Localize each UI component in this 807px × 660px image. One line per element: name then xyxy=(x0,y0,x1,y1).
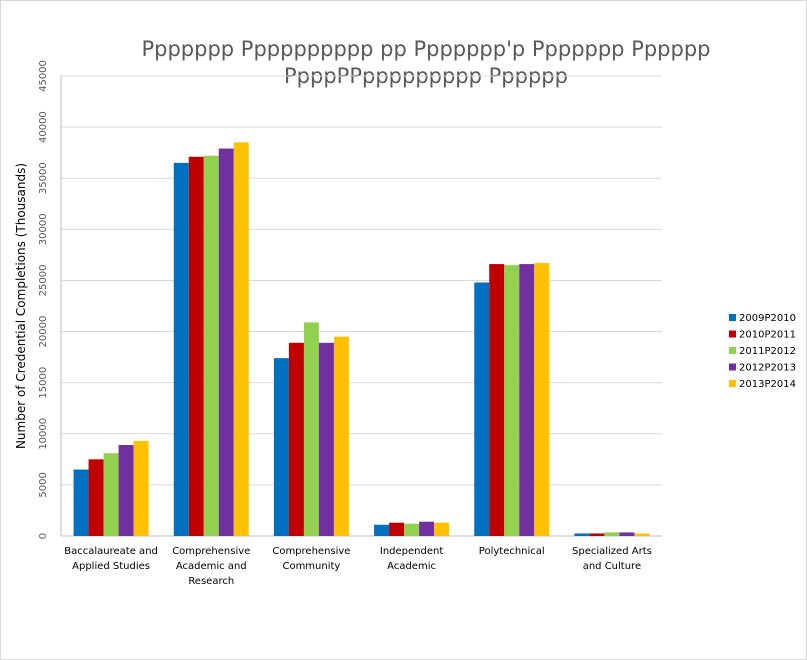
legend-label: 2011P2012 xyxy=(739,346,796,357)
y-tick-label: 0 xyxy=(38,533,49,539)
bar-2013P2014-1 xyxy=(233,142,249,536)
bar-2010P2011-1 xyxy=(188,156,204,536)
category-label: Specialized Arts xyxy=(572,546,652,557)
bar-2013P2014-2 xyxy=(333,336,349,536)
axes xyxy=(60,76,662,537)
bar-2011P2012-3 xyxy=(404,523,420,536)
legend-swatch-2011P2012 xyxy=(729,347,736,354)
category-label: Academic xyxy=(387,561,436,572)
y-tick-label: 40000 xyxy=(38,111,49,143)
legend-label: 2013P2014 xyxy=(739,379,796,390)
y-tick-label: 35000 xyxy=(38,162,49,194)
y-tick-label: 25000 xyxy=(38,265,49,297)
y-tick-label: 5000 xyxy=(38,472,49,497)
category-label: Polytechnical xyxy=(479,546,545,557)
chart-title: Ppppppp Pppppppppp pp Ppppppp'p Ppppppp … xyxy=(141,37,710,88)
category-label: Applied Studies xyxy=(72,561,150,572)
bar-2009P2010-3 xyxy=(374,524,390,536)
y-tick-label: 10000 xyxy=(38,418,49,450)
bar-2011P2012-0 xyxy=(103,453,119,536)
category-label: and Culture xyxy=(583,561,641,572)
bar-2012P2013-5 xyxy=(619,532,635,536)
legend-swatch-2013P2014 xyxy=(729,380,736,387)
legend-swatch-2009P2010 xyxy=(729,314,736,321)
bar-2009P2010-4 xyxy=(474,282,490,536)
bar-2012P2013-3 xyxy=(419,521,435,536)
legend-label: 2009P2010 xyxy=(739,313,796,324)
category-label: Baccalaureate and xyxy=(64,546,158,557)
category-label: Community xyxy=(282,561,340,572)
category-label: Comprehensive xyxy=(172,546,250,557)
category-label: Comprehensive xyxy=(272,546,350,557)
bar-2012P2013-0 xyxy=(118,445,134,536)
y-tick-label: 15000 xyxy=(38,367,49,399)
category-label: Research xyxy=(188,576,234,587)
y-axis-label: Number of Credential Completions (Thousa… xyxy=(14,163,28,449)
category-label: Independent xyxy=(380,546,443,557)
y-tick-labels: 0 5000 10000 15000 20000 25000 30000 35000 40000… xyxy=(38,60,49,539)
bar-2011P2012-1 xyxy=(203,155,219,536)
bar-2012P2013-1 xyxy=(218,148,234,537)
y-tick-label: 30000 xyxy=(38,213,49,245)
legend-swatch-2010P2011 xyxy=(729,330,736,338)
legend: 2009P2010 2010P2011 2011P2012 2012P2013 2013… xyxy=(729,313,796,390)
y-tick-label: 20000 xyxy=(38,316,49,348)
bar-2011P2012-4 xyxy=(504,265,520,536)
bar-2010P2011-2 xyxy=(288,342,304,536)
legend-label: 2010P2011 xyxy=(739,330,796,341)
bar-2009P2010-0 xyxy=(73,469,89,536)
bar-2012P2013-4 xyxy=(519,264,535,536)
y-tick-label: 45000 xyxy=(38,60,49,92)
legend-label: 2012P2013 xyxy=(739,363,796,374)
bar-2011P2012-5 xyxy=(604,532,620,536)
bar-2013P2014-0 xyxy=(133,440,149,536)
bar-2011P2012-2 xyxy=(303,322,319,536)
bar-2013P2014-4 xyxy=(534,263,550,536)
chart-title-line-1: Ppppppp Pppppppppp pp Ppppppp'p Ppppppp … xyxy=(141,37,710,61)
bar-2009P2010-5 xyxy=(574,533,590,536)
x-category-labels: Baccalaureate and Applied Studies Comprehe… xyxy=(64,546,652,587)
gridlines xyxy=(61,75,662,486)
bar-2010P2011-0 xyxy=(88,459,104,536)
bar-2009P2010-2 xyxy=(273,358,289,536)
bar-2010P2011-4 xyxy=(489,264,505,536)
bar-2010P2011-5 xyxy=(589,533,605,536)
bars xyxy=(73,142,650,537)
legend-swatch-2012P2013 xyxy=(729,363,736,371)
category-label: Academic and xyxy=(176,561,247,572)
bar-2009P2010-1 xyxy=(173,162,189,536)
bar-2013P2014-3 xyxy=(434,522,450,536)
bar-2012P2013-2 xyxy=(318,342,334,536)
bar-2010P2011-3 xyxy=(389,522,405,536)
bar-2013P2014-5 xyxy=(634,533,650,536)
